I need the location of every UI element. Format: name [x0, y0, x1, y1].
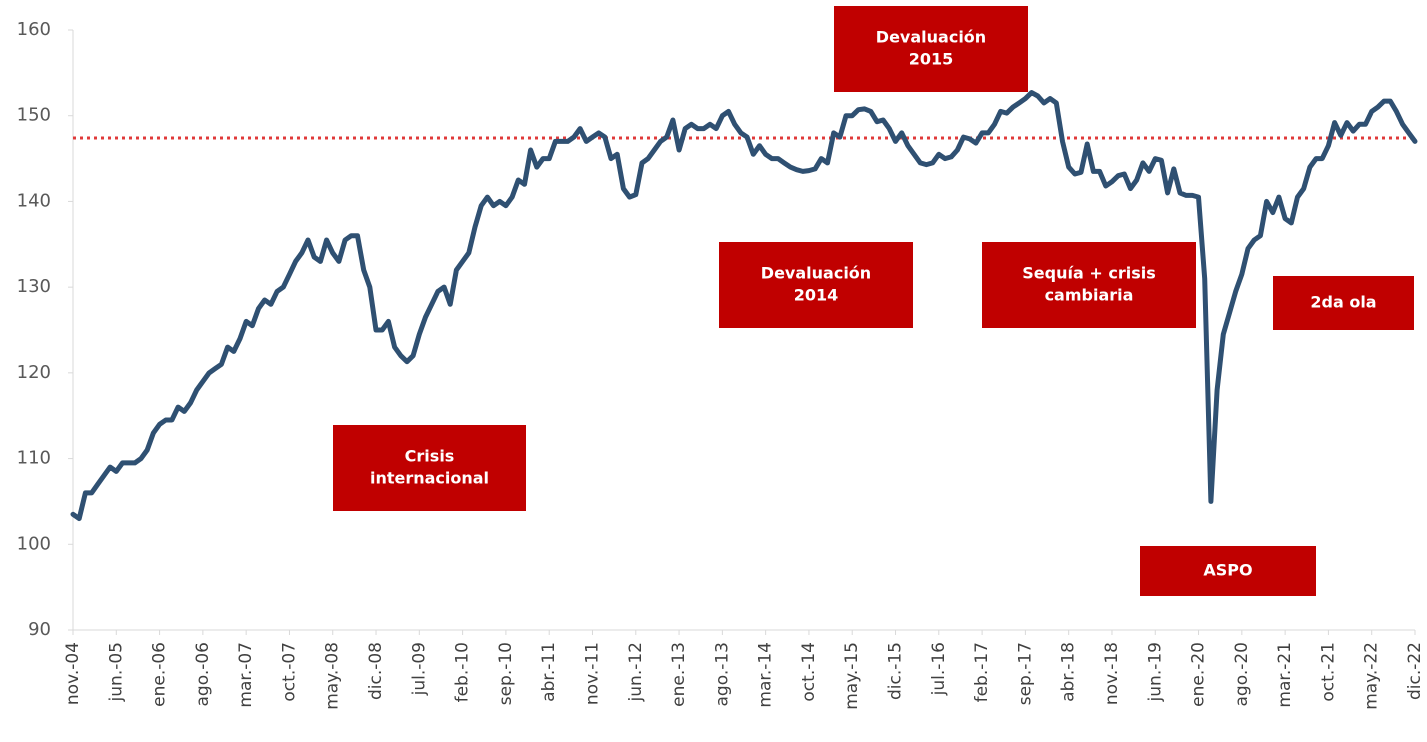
x-tick-label: mar.-07: [236, 642, 256, 708]
annotation-text: cambiaria: [1045, 286, 1134, 305]
x-tick-label: dic.-22: [1405, 642, 1425, 700]
x-tick-label: jun.-05: [106, 642, 126, 702]
y-tick-label: 90: [28, 619, 51, 640]
x-tick-label: jun.-12: [626, 642, 646, 702]
x-tick-label: oct.-07: [279, 642, 299, 702]
x-tick-label: mar.-21: [1275, 642, 1295, 708]
annotation-box: [982, 242, 1196, 328]
annotation-text: 2015: [909, 50, 954, 69]
x-tick-label: sep.-17: [1015, 642, 1035, 705]
x-tick-label: abr.-11: [539, 642, 559, 702]
x-tick-label: ago.-13: [712, 642, 732, 706]
x-tick-label: nov.-04: [63, 642, 83, 705]
annotation-text: Devaluación: [761, 264, 871, 283]
y-tick-label: 150: [17, 105, 51, 126]
x-tick-label: jul.-16: [929, 642, 949, 696]
x-tick-label: ene.-20: [1189, 642, 1209, 707]
x-tick-label: oct.-14: [799, 642, 819, 702]
x-tick-label: jul.-09: [409, 642, 429, 696]
x-tick-label: abr.-18: [1059, 642, 1079, 702]
x-tick-label: may.-08: [323, 642, 343, 710]
annotation-text: 2da ola: [1310, 293, 1376, 312]
x-tick-label: mar.-14: [756, 642, 776, 708]
x-tick-label: dic.-08: [366, 642, 386, 700]
annotation-text: Sequía + crisis: [1022, 264, 1155, 283]
y-tick-label: 130: [17, 276, 51, 297]
x-tick-label: oct.-21: [1318, 642, 1338, 702]
y-tick-label: 100: [17, 533, 51, 554]
annotation-text: 2014: [794, 286, 839, 305]
x-tick-label: nov.-18: [1102, 642, 1122, 705]
x-tick-label: sep.-10: [496, 642, 516, 705]
x-tick-label: jun.-19: [1145, 642, 1165, 702]
x-tick-label: may.-15: [842, 642, 862, 710]
y-tick-label: 120: [17, 362, 51, 383]
x-tick-label: ene.-13: [669, 642, 689, 707]
annotation-text: Crisis: [405, 447, 455, 466]
annotation-box: [719, 242, 913, 328]
x-tick-label: feb.-17: [972, 642, 992, 702]
x-tick-label: dic.-15: [886, 642, 906, 700]
annotation-text: internacional: [370, 469, 489, 488]
y-tick-label: 160: [17, 19, 51, 40]
annotation-box: [1140, 546, 1316, 596]
x-tick-label: ago.-20: [1232, 642, 1252, 706]
data-line: [70, 90, 1418, 522]
annotation-box: [333, 425, 526, 511]
x-tick-label: may.-22: [1362, 642, 1382, 710]
x-tick-label: ago.-06: [193, 642, 213, 706]
x-tick-label: feb.-10: [453, 642, 473, 702]
annotation-box: [834, 6, 1028, 92]
x-tick-label: ene.-06: [150, 642, 170, 707]
y-tick-label: 110: [17, 448, 51, 469]
y-tick-label: 140: [17, 190, 51, 211]
annotation-box: [1273, 276, 1414, 330]
annotation-text: Devaluación: [876, 28, 986, 47]
annotation-text: ASPO: [1203, 561, 1252, 580]
x-tick-label: nov.-11: [582, 642, 602, 705]
